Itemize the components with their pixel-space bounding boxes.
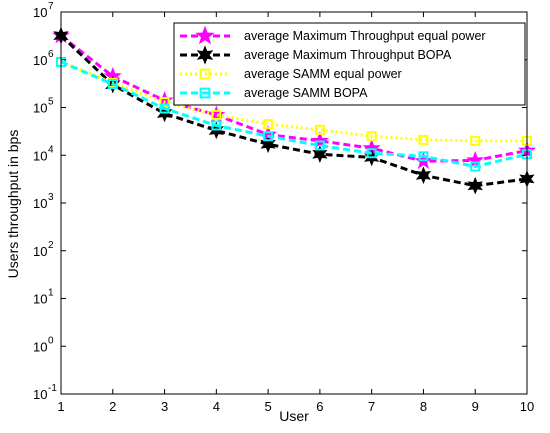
x-tick-label: 10 bbox=[520, 399, 534, 414]
series-line bbox=[59, 34, 528, 188]
y-tick-label: 10 6 bbox=[33, 49, 54, 68]
legend-label: average Maximum Throughput BOPA bbox=[244, 48, 452, 62]
y-tick-base: 10 bbox=[33, 5, 47, 20]
y-tick-exponent: 3 bbox=[48, 192, 54, 203]
y-tick-base: 10 bbox=[33, 292, 47, 307]
y-tick-label: 10 3 bbox=[33, 192, 54, 211]
y-tick-base: 10 bbox=[33, 53, 47, 68]
y-tick-base: 10 bbox=[33, 101, 47, 116]
legend: average Maximum Throughput equal power av… bbox=[173, 22, 526, 106]
y-tick-label: 10 -1 bbox=[33, 383, 57, 402]
data-point bbox=[211, 109, 222, 120]
x-tick-label: 7 bbox=[368, 399, 375, 414]
data-point bbox=[312, 145, 328, 164]
y-tick-label: 10 0 bbox=[33, 335, 54, 354]
data-point bbox=[263, 119, 274, 130]
data-point bbox=[159, 103, 170, 114]
data-point bbox=[415, 166, 432, 185]
y-tick-exponent: 2 bbox=[48, 240, 54, 251]
data-point bbox=[159, 97, 170, 108]
y-tick-label: 10 2 bbox=[33, 240, 54, 259]
x-axis-title: User bbox=[279, 408, 309, 424]
data-point bbox=[366, 148, 377, 159]
data-point bbox=[366, 131, 377, 142]
y-tick-label: 10 4 bbox=[33, 144, 54, 163]
y-tick-label: 10 7 bbox=[33, 1, 54, 20]
y-tick-label: 10 5 bbox=[33, 97, 54, 116]
x-tick-label: 3 bbox=[161, 399, 168, 414]
y-tick-base: 10 bbox=[33, 339, 47, 354]
data-point bbox=[418, 134, 429, 145]
legend-label: average SAMM BOPA bbox=[244, 86, 368, 100]
x-tick-label: 5 bbox=[264, 399, 271, 414]
x-tick-label: 1 bbox=[57, 399, 64, 414]
legend-item: average SAMM BOPA bbox=[180, 86, 368, 100]
x-tick-label: 9 bbox=[472, 399, 479, 414]
x-tick-label: 2 bbox=[109, 399, 116, 414]
y-tick-base: 10 bbox=[33, 148, 47, 163]
x-tick-label: 8 bbox=[420, 399, 427, 414]
axes bbox=[60, 11, 528, 395]
legend-item: average SAMM equal power bbox=[180, 67, 402, 81]
data-point bbox=[314, 124, 325, 135]
data-point bbox=[260, 135, 276, 154]
y-tick-base: 10 bbox=[33, 387, 47, 402]
data-point bbox=[199, 87, 211, 99]
data-point bbox=[107, 79, 118, 90]
data-point bbox=[467, 176, 483, 195]
y-tick-exponent: 0 bbox=[48, 335, 54, 346]
y-tick-base: 10 bbox=[33, 244, 47, 259]
y-axis-title: Users throughput in bps bbox=[5, 130, 21, 279]
series-layer bbox=[51, 26, 537, 195]
data-point bbox=[418, 151, 429, 162]
data-point bbox=[470, 135, 481, 146]
data-point bbox=[263, 131, 274, 142]
data-point bbox=[199, 68, 211, 80]
legend-item: average Maximum Throughput equal power bbox=[180, 25, 486, 45]
data-point bbox=[195, 25, 215, 45]
x-tick-label: 6 bbox=[316, 399, 323, 414]
legend-label: average SAMM equal power bbox=[244, 67, 402, 81]
legend-item: average Maximum Throughput BOPA bbox=[180, 45, 452, 65]
series-line bbox=[60, 34, 528, 163]
y-tick-exponent: 7 bbox=[48, 1, 54, 12]
data-point bbox=[470, 161, 481, 172]
y-tick-exponent: 1 bbox=[48, 288, 54, 299]
y-tick-exponent: 5 bbox=[48, 97, 54, 108]
legend-box bbox=[173, 22, 526, 106]
series-line bbox=[60, 60, 528, 169]
x-tick-label: 4 bbox=[213, 399, 220, 414]
y-tick-exponent: 4 bbox=[48, 144, 54, 155]
y-tick-exponent: 6 bbox=[48, 49, 54, 60]
data-point bbox=[466, 150, 485, 169]
legend-label: average Maximum Throughput equal power bbox=[244, 29, 486, 43]
data-point bbox=[314, 140, 325, 151]
data-point bbox=[211, 120, 222, 131]
x-tick-labels: 1 2 3 4 5 6 7 8 9 10 bbox=[57, 399, 534, 414]
data-point bbox=[196, 45, 214, 65]
data-point bbox=[208, 121, 224, 140]
data-point bbox=[310, 131, 329, 149]
y-tick-base: 10 bbox=[33, 196, 47, 211]
y-tick-label: 10 1 bbox=[33, 288, 54, 307]
y-tick-exponent: -1 bbox=[48, 383, 57, 394]
